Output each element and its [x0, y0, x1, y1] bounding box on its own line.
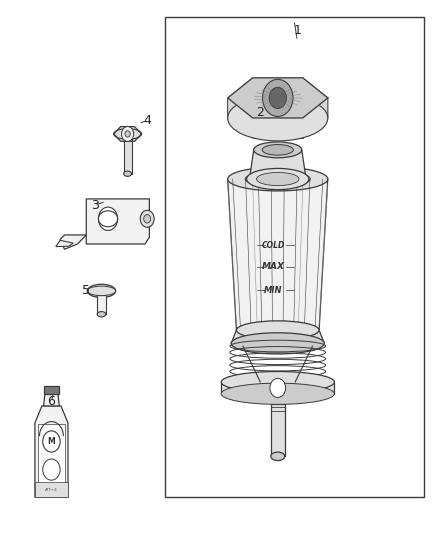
- Bar: [35, 482, 68, 497]
- Circle shape: [140, 211, 154, 227]
- Text: MIN: MIN: [264, 286, 283, 295]
- Ellipse shape: [247, 168, 309, 190]
- Polygon shape: [228, 78, 253, 118]
- Circle shape: [262, 79, 293, 116]
- Polygon shape: [228, 179, 328, 330]
- Ellipse shape: [271, 452, 285, 461]
- Text: MAX: MAX: [262, 262, 285, 271]
- Polygon shape: [44, 394, 59, 406]
- Polygon shape: [56, 240, 73, 247]
- Ellipse shape: [228, 95, 328, 141]
- Polygon shape: [228, 78, 328, 118]
- Ellipse shape: [237, 321, 319, 340]
- Text: M: M: [48, 437, 55, 446]
- Ellipse shape: [231, 333, 324, 354]
- Ellipse shape: [254, 142, 302, 158]
- Ellipse shape: [228, 167, 328, 191]
- Polygon shape: [97, 295, 106, 314]
- Circle shape: [270, 378, 286, 398]
- Ellipse shape: [245, 171, 310, 187]
- Polygon shape: [221, 382, 334, 394]
- Polygon shape: [303, 98, 328, 138]
- Ellipse shape: [87, 286, 116, 296]
- Polygon shape: [114, 127, 141, 141]
- Text: 2: 2: [256, 106, 264, 119]
- Text: COLD: COLD: [262, 241, 285, 250]
- Text: 5: 5: [82, 284, 90, 297]
- Ellipse shape: [257, 172, 299, 185]
- Ellipse shape: [221, 372, 334, 393]
- Circle shape: [144, 215, 151, 223]
- Polygon shape: [303, 78, 328, 118]
- Polygon shape: [35, 406, 68, 497]
- Text: 1: 1: [293, 24, 301, 37]
- Circle shape: [121, 126, 134, 141]
- Text: ATF+4: ATF+4: [45, 488, 58, 492]
- Polygon shape: [271, 405, 285, 456]
- Text: 3: 3: [91, 199, 99, 212]
- Polygon shape: [124, 139, 131, 174]
- Circle shape: [99, 207, 117, 230]
- Ellipse shape: [262, 144, 293, 155]
- Polygon shape: [231, 330, 324, 343]
- Polygon shape: [60, 235, 86, 249]
- Text: 4: 4: [143, 114, 151, 127]
- Polygon shape: [86, 199, 149, 244]
- Bar: [44, 386, 59, 394]
- Ellipse shape: [221, 383, 334, 405]
- Ellipse shape: [99, 211, 117, 227]
- Polygon shape: [253, 78, 303, 98]
- Polygon shape: [250, 150, 306, 179]
- Text: 6: 6: [47, 395, 55, 408]
- Bar: [165, 17, 424, 497]
- Bar: [38, 424, 65, 493]
- Ellipse shape: [124, 171, 131, 176]
- Circle shape: [125, 131, 130, 137]
- Ellipse shape: [97, 312, 106, 317]
- Polygon shape: [228, 98, 253, 138]
- Polygon shape: [253, 118, 303, 138]
- Circle shape: [269, 87, 286, 109]
- Ellipse shape: [114, 128, 141, 139]
- Ellipse shape: [87, 284, 116, 297]
